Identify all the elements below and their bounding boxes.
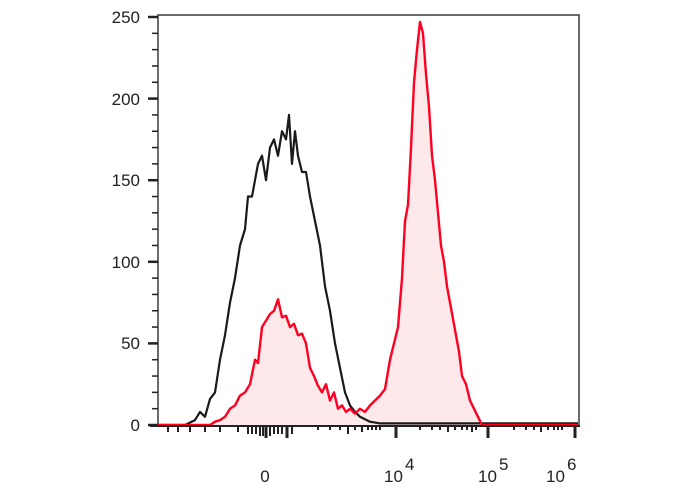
x-tick-label-1e6-base: 10	[546, 467, 565, 486]
y-tick-label-150: 150	[112, 171, 140, 190]
y-tick-label-100: 100	[112, 253, 140, 272]
x-tick-label-1e5-base: 10	[478, 467, 497, 486]
x-tick-label-1e4-exp: 4	[405, 455, 414, 474]
x-axis	[150, 425, 580, 438]
series-line-stained	[158, 20, 578, 427]
series-line-control	[158, 113, 578, 427]
plot-frame	[157, 14, 580, 427]
y-tick-label-200: 200	[112, 90, 140, 109]
x-tick-label-1e4: 10	[384, 467, 403, 486]
x-tick-label-1e4-base: 10	[384, 467, 403, 486]
x-tick-label-1e6-exp: 6	[567, 455, 576, 474]
x-tick-label-1e5: 10	[478, 467, 497, 486]
y-tick-label-250: 250	[112, 8, 140, 27]
x-tick-label-1e6: 10	[546, 467, 565, 486]
y-axis	[148, 15, 158, 427]
x-tick-label-zero: 0	[260, 467, 269, 486]
y-tick-label-0: 0	[131, 416, 140, 435]
x-tick-label-1e5-exp: 5	[499, 455, 508, 474]
series-layer	[158, 20, 578, 427]
y-tick-label-50: 50	[121, 334, 140, 353]
